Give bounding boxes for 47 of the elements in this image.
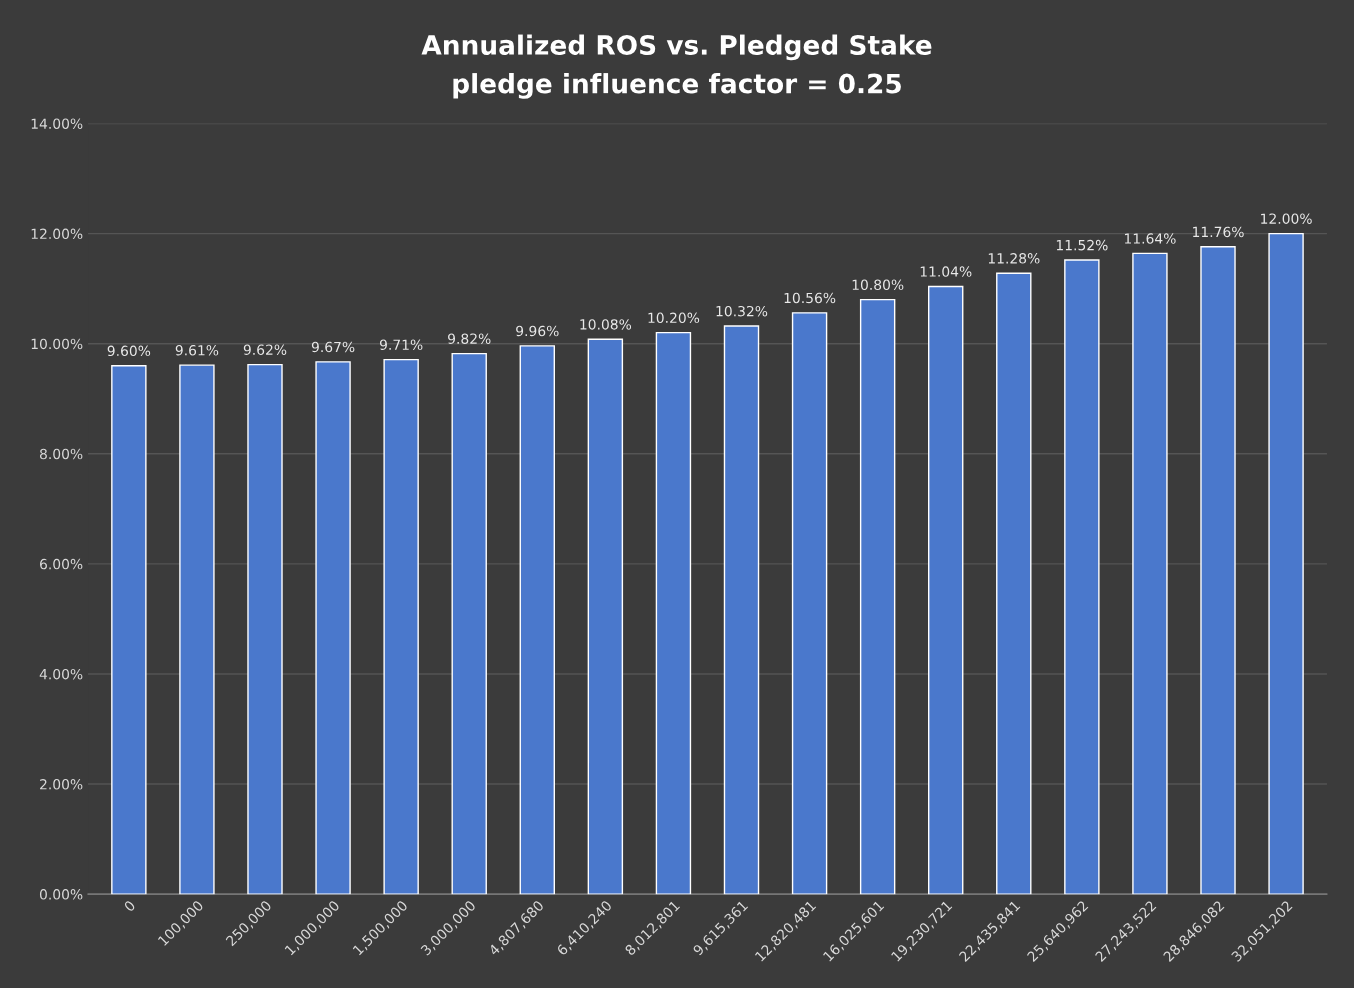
bar [791, 312, 828, 895]
y-tick-label: 10.00% [31, 338, 83, 350]
data-label: 9.71% [379, 339, 423, 351]
data-label: 10.32% [716, 305, 768, 317]
data-label: 10.56% [784, 292, 836, 304]
bar [655, 331, 692, 895]
data-label: 9.62% [243, 344, 287, 355]
y-tick-label: 12.00% [31, 228, 83, 240]
bar [1132, 252, 1168, 895]
data-label: 9.96% [516, 325, 559, 337]
data-label: 11.28% [988, 253, 1040, 264]
bar [996, 272, 1032, 895]
data-label: 11.64% [1124, 233, 1176, 244]
y-tick-label: 4.00% [39, 668, 83, 680]
y-tick-label: 6.00% [40, 558, 83, 570]
data-label: 12.00% [1261, 213, 1312, 224]
y-tick-label: 14.00% [31, 118, 83, 129]
x-tick-label: 0 [123, 899, 136, 913]
y-tick-label: 8.00% [39, 448, 83, 460]
data-label: 9.82% [448, 333, 491, 344]
bar [859, 298, 896, 895]
bar [1268, 232, 1304, 895]
data-label: 10.08% [580, 319, 632, 330]
bar [587, 338, 624, 895]
data-label: 11.76% [1193, 226, 1244, 238]
bar [1200, 246, 1236, 895]
bar [383, 358, 419, 895]
chart-subtitle: pledge influence factor = 0.25 [453, 73, 901, 99]
data-label: 9.61% [175, 345, 219, 356]
data-label: 10.80% [852, 279, 904, 291]
data-label: 9.60% [107, 345, 151, 357]
bar [111, 365, 147, 895]
bar [928, 285, 964, 895]
y-tick-label: 2.00% [40, 779, 83, 790]
bar [451, 352, 487, 895]
bar [179, 364, 215, 895]
bar [315, 361, 351, 895]
bar [519, 345, 555, 895]
chart-title: Annualized ROS vs. Pledged Stake [421, 34, 932, 61]
bar [247, 363, 283, 895]
bar [1064, 259, 1100, 895]
y-tick-label: 0.00% [39, 889, 83, 900]
data-label: 10.20% [648, 312, 700, 324]
data-label: 11.04% [920, 266, 972, 277]
bar [723, 325, 760, 895]
data-label: 9.67% [311, 341, 355, 353]
data-label: 11.52% [1056, 239, 1108, 251]
